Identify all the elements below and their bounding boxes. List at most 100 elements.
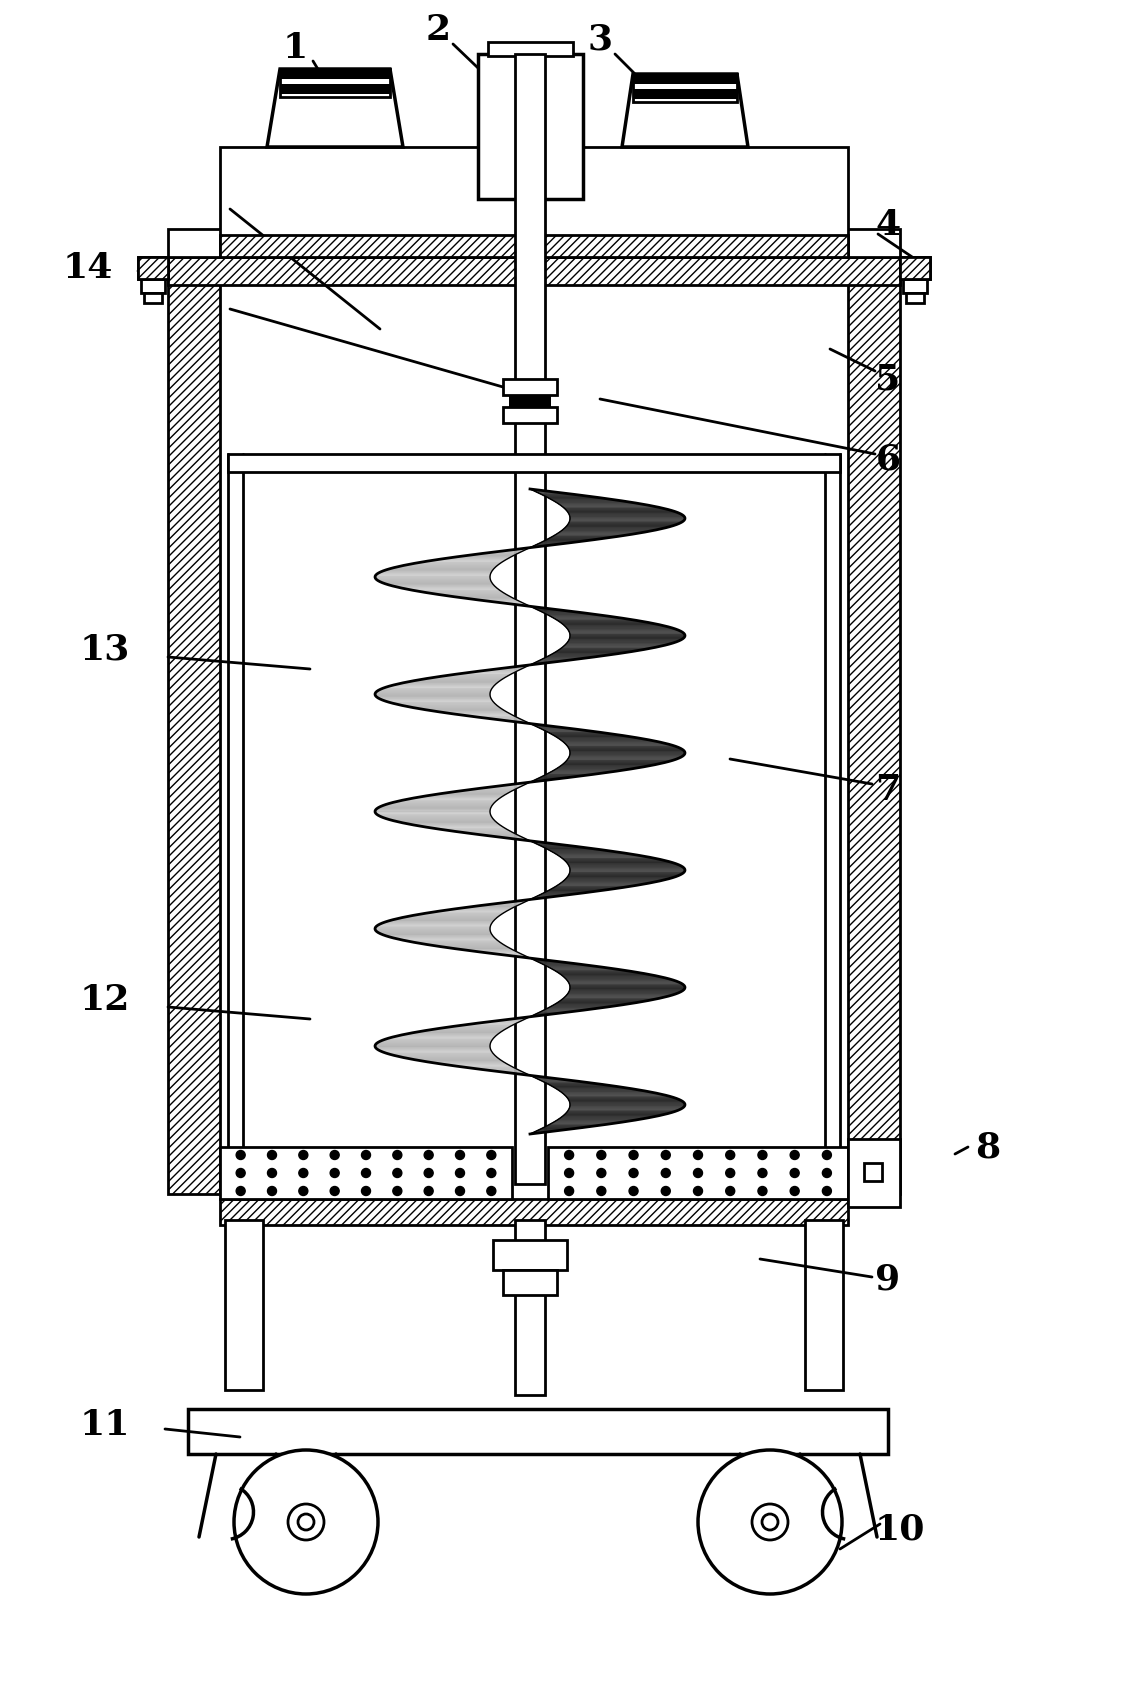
Circle shape — [393, 1151, 402, 1160]
Bar — [168, 258, 900, 285]
Circle shape — [237, 1168, 246, 1178]
Circle shape — [790, 1187, 799, 1195]
Bar — [220, 1199, 848, 1226]
Circle shape — [694, 1187, 703, 1195]
Bar — [168, 229, 900, 258]
Circle shape — [629, 1151, 638, 1160]
Bar — [220, 236, 848, 258]
Circle shape — [455, 1168, 464, 1178]
Bar — [142, 280, 165, 294]
Text: 1: 1 — [282, 31, 308, 65]
Bar — [900, 258, 931, 280]
Circle shape — [758, 1168, 767, 1178]
Bar — [280, 70, 391, 98]
Circle shape — [487, 1168, 496, 1178]
Bar — [228, 455, 840, 472]
Circle shape — [726, 1187, 735, 1195]
Circle shape — [758, 1187, 767, 1195]
Circle shape — [822, 1151, 831, 1160]
Circle shape — [393, 1187, 402, 1195]
Text: 2: 2 — [426, 14, 451, 48]
Bar — [906, 294, 924, 304]
Text: 5: 5 — [875, 363, 901, 397]
Circle shape — [629, 1168, 638, 1178]
Circle shape — [361, 1168, 370, 1178]
Circle shape — [597, 1151, 606, 1160]
Text: 6: 6 — [875, 443, 901, 477]
Bar — [488, 42, 573, 58]
Circle shape — [237, 1187, 246, 1195]
Circle shape — [361, 1151, 370, 1160]
Text: 10: 10 — [875, 1513, 925, 1547]
Bar — [280, 85, 391, 95]
Text: 9: 9 — [875, 1262, 901, 1296]
Circle shape — [331, 1187, 340, 1195]
Bar — [144, 294, 162, 304]
Circle shape — [455, 1187, 464, 1195]
Circle shape — [597, 1187, 606, 1195]
Bar — [138, 258, 168, 280]
Circle shape — [698, 1450, 842, 1594]
Bar — [864, 1163, 882, 1182]
Text: 11: 11 — [79, 1408, 130, 1442]
Circle shape — [694, 1168, 703, 1178]
Circle shape — [237, 1151, 246, 1160]
Bar — [503, 380, 557, 396]
Bar — [188, 1409, 887, 1453]
Circle shape — [331, 1168, 340, 1178]
Circle shape — [298, 1515, 314, 1530]
Bar — [633, 90, 737, 100]
Bar — [220, 148, 848, 258]
Circle shape — [565, 1168, 574, 1178]
Bar — [509, 396, 551, 408]
Text: 14: 14 — [62, 251, 113, 285]
Bar — [494, 1240, 567, 1270]
Circle shape — [726, 1151, 735, 1160]
Circle shape — [629, 1187, 638, 1195]
Circle shape — [487, 1151, 496, 1160]
Circle shape — [565, 1187, 574, 1195]
Text: 4: 4 — [875, 207, 901, 241]
Circle shape — [661, 1168, 670, 1178]
Circle shape — [299, 1168, 308, 1178]
Circle shape — [299, 1151, 308, 1160]
Bar — [515, 1221, 544, 1396]
Circle shape — [758, 1151, 767, 1160]
Circle shape — [762, 1515, 778, 1530]
Text: 7: 7 — [875, 773, 901, 807]
Circle shape — [487, 1187, 496, 1195]
Circle shape — [393, 1168, 402, 1178]
Circle shape — [267, 1187, 276, 1195]
Text: 8: 8 — [976, 1131, 1001, 1165]
Text: 3: 3 — [588, 24, 612, 58]
Circle shape — [565, 1151, 574, 1160]
Bar — [515, 54, 544, 1184]
Circle shape — [299, 1187, 308, 1195]
Circle shape — [455, 1151, 464, 1160]
Bar — [478, 54, 583, 200]
Circle shape — [331, 1151, 340, 1160]
Circle shape — [288, 1504, 324, 1540]
Circle shape — [267, 1151, 276, 1160]
Bar — [168, 258, 220, 1194]
Circle shape — [822, 1168, 831, 1178]
Circle shape — [361, 1187, 370, 1195]
Bar — [633, 75, 737, 85]
Bar — [903, 280, 927, 294]
Bar — [900, 258, 931, 280]
Circle shape — [661, 1187, 670, 1195]
Polygon shape — [621, 75, 748, 148]
Bar — [848, 1139, 900, 1207]
Bar — [138, 258, 168, 280]
Bar — [280, 70, 391, 80]
Bar — [548, 1148, 848, 1199]
Bar — [633, 75, 737, 104]
Text: 13: 13 — [80, 633, 130, 667]
Bar — [503, 1270, 557, 1296]
Circle shape — [822, 1187, 831, 1195]
Circle shape — [234, 1450, 378, 1594]
Circle shape — [597, 1168, 606, 1178]
Circle shape — [790, 1168, 799, 1178]
Bar — [225, 1221, 263, 1391]
Circle shape — [694, 1151, 703, 1160]
